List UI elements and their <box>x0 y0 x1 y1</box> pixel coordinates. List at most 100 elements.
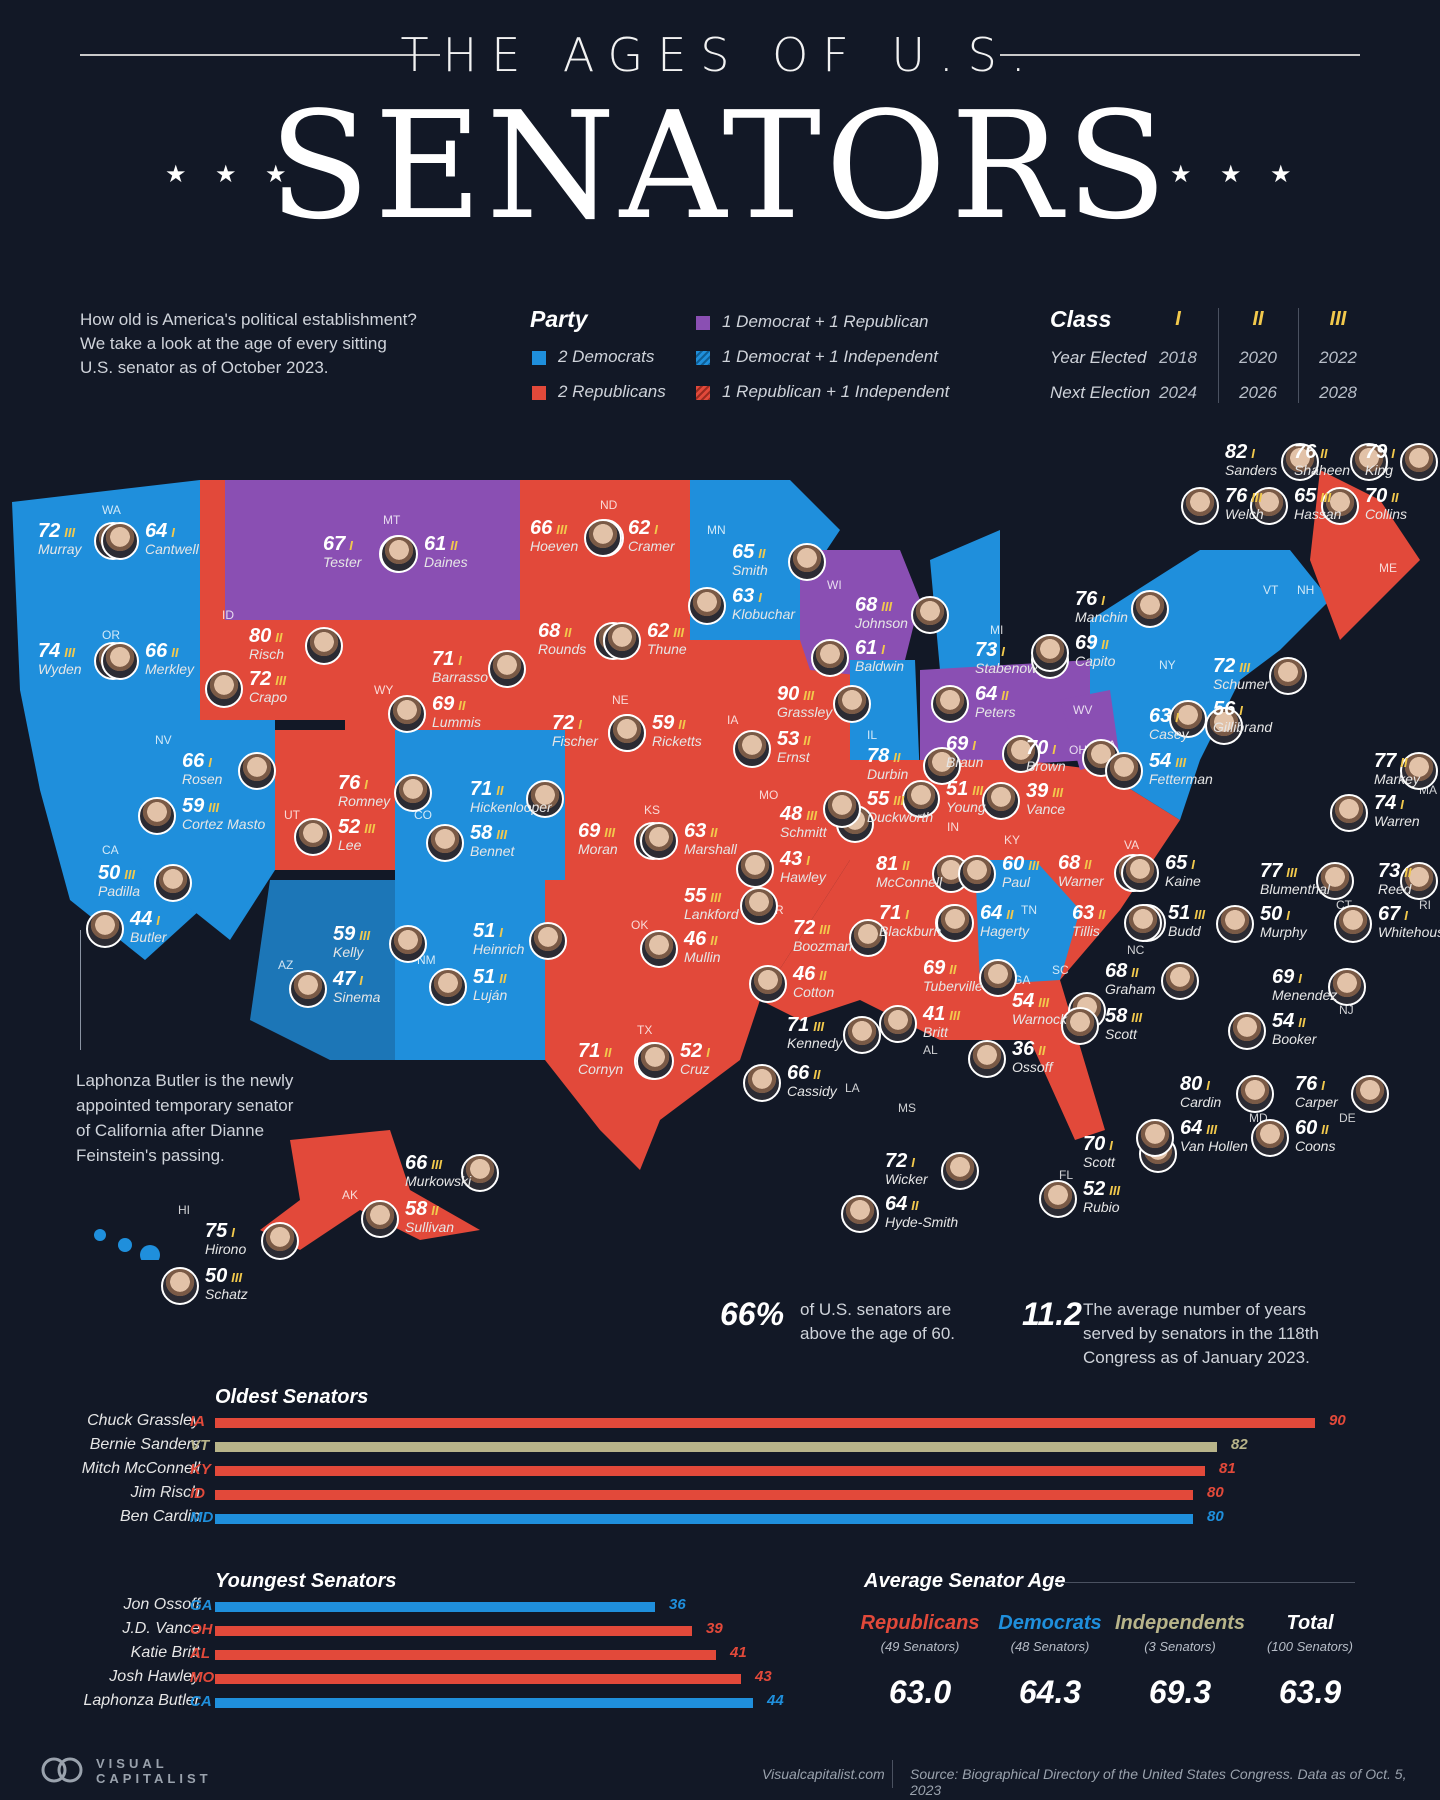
senator-class: I <box>911 1155 915 1170</box>
footer-divider <box>892 1760 893 1788</box>
state-hawaii <box>94 1229 160 1260</box>
senator-class: II <box>758 546 766 561</box>
senator-class: II <box>902 858 910 873</box>
state-new-mexico <box>395 880 545 1060</box>
senator-label: 75 I Hirono <box>205 1220 246 1257</box>
senator-class: I <box>1400 797 1404 812</box>
senator-class: I <box>578 717 582 732</box>
senator-class: II <box>1404 865 1412 880</box>
state-label: DE <box>1339 1111 1356 1125</box>
senator-name: Cassidy <box>787 1083 837 1099</box>
senator-label: 60 II Coons <box>1295 1117 1335 1154</box>
senator-class: III <box>1028 858 1040 873</box>
state-label: KS <box>644 803 661 817</box>
senator-label: 74 I Warren <box>1374 792 1420 829</box>
title-main: SENATORS <box>268 80 1172 252</box>
star-icon: ★ <box>1170 161 1192 188</box>
senator-class: II <box>710 825 718 840</box>
senator-portrait <box>843 1016 881 1054</box>
senator-class: III <box>1038 995 1050 1010</box>
senator-class: III <box>893 793 905 808</box>
senator-portrait <box>154 864 192 902</box>
senator-label: 59 III Cortez Masto <box>182 795 265 832</box>
senator-portrait <box>608 714 646 752</box>
senator-class: III <box>819 922 831 937</box>
senator-class: II <box>1400 755 1408 770</box>
senator-class: II <box>813 1067 821 1082</box>
bar-label: Jon Ossoff <box>123 1596 200 1613</box>
senator-name: Wicker <box>885 1171 928 1187</box>
senator-age: 44 <box>130 908 153 930</box>
senator-portrait <box>1228 1012 1266 1050</box>
senator-label: 50 I Murphy <box>1260 903 1307 940</box>
bar-label: Ben Cardin <box>119 1508 200 1525</box>
senator-class: II <box>819 968 827 983</box>
senator-class: II <box>678 717 686 732</box>
senator-name: Thune <box>647 641 687 657</box>
senator-class: II <box>911 1198 919 1213</box>
senator-class: I <box>458 653 462 668</box>
senator-class: I <box>706 1045 710 1060</box>
senator-class: II <box>1006 907 1014 922</box>
senator-name: Cantwell <box>145 541 199 557</box>
senator-label: 67IWhitehouse <box>1378 903 1440 940</box>
senator-class: III <box>124 867 136 882</box>
senator-portrait <box>740 887 778 925</box>
senator-name: Young <box>946 799 986 815</box>
senator-name: Reed <box>1378 881 1412 897</box>
senator-class: I <box>881 642 885 657</box>
senator-class: III <box>949 1008 961 1023</box>
legend-item: 1 Democrat + 1 Independent <box>696 347 938 367</box>
senator-age: 68 <box>1105 960 1128 982</box>
state-label: LA <box>845 1081 860 1095</box>
senator-class: I <box>1191 857 1195 872</box>
senator-portrait <box>1169 700 1207 738</box>
bar-label: Laphonza Butler <box>83 1692 200 1709</box>
senator-age: 71 <box>787 1014 810 1036</box>
senator-class: III <box>972 783 984 798</box>
senator-age: 55 <box>867 788 890 810</box>
senator-age: 52 <box>338 816 361 838</box>
senator-label: 71 II Hickenlooper <box>470 778 552 815</box>
senator-age: 64 <box>885 1193 908 1215</box>
senator-portrait <box>1400 443 1438 481</box>
senator-label: 73 II Reed <box>1378 860 1411 897</box>
senator-name: Hirono <box>205 1241 247 1257</box>
state-alaska <box>260 1130 480 1250</box>
bar <box>215 1698 753 1708</box>
senator-portrait <box>138 797 176 835</box>
senator-label: 78 II Durbin <box>867 745 908 782</box>
senator-age: 68 <box>1058 852 1081 874</box>
butler-note: Laphonza Butler is the newly appointed t… <box>76 1071 294 1165</box>
state-georgia <box>975 860 1080 985</box>
senator-name: Ossoff <box>1012 1059 1053 1075</box>
senator-label: 51 III Budd <box>1168 902 1205 939</box>
senator-label: 63 I Casey <box>1149 705 1189 742</box>
senator-age: 58 <box>405 1198 428 1220</box>
bar-state: GA <box>190 1597 213 1614</box>
bar-state: IA <box>190 1413 205 1430</box>
state-montana <box>225 480 520 620</box>
senator-portrait <box>294 818 332 856</box>
senator-name: Moran <box>578 841 618 857</box>
average-rule-line <box>1055 1582 1355 1583</box>
state-region-idaho <box>200 480 345 720</box>
senator-name: Bennet <box>470 843 515 859</box>
senator-label: 48 III Schmitt <box>780 803 827 840</box>
senator-name: Cortez Masto <box>182 816 266 832</box>
state-label: ME <box>1379 561 1397 575</box>
senator-portrait <box>979 959 1017 997</box>
senator-class: III <box>556 522 568 537</box>
senator-class: II <box>604 1045 612 1060</box>
senator-class: III <box>1131 1010 1143 1025</box>
senator-portrait <box>289 970 327 1008</box>
senator-class: I <box>499 925 503 940</box>
senator-portrait <box>982 782 1020 820</box>
senator-portrait <box>968 1040 1006 1078</box>
senator-name: Ernst <box>777 749 810 765</box>
senator-name: Shaheen <box>1294 462 1351 478</box>
senator-name: Romney <box>338 793 391 809</box>
senator-name: Coons <box>1295 1138 1336 1154</box>
senator-label: 62 I Cramer <box>628 517 675 554</box>
senator-portrait <box>1351 1075 1389 1113</box>
